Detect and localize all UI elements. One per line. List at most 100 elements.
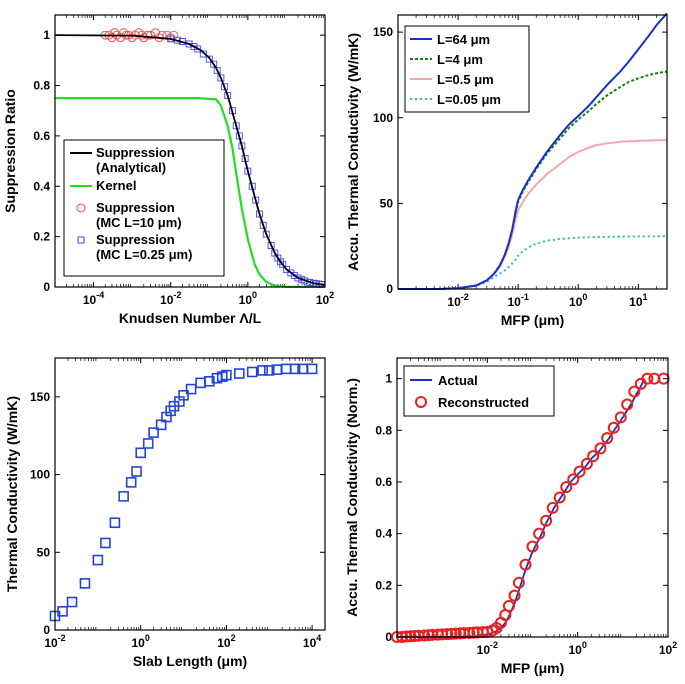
- x-tick-label: 100: [569, 292, 587, 309]
- data-point-circle: [445, 627, 458, 640]
- legend-entry: Suppression: [96, 200, 175, 215]
- x-axis-label: MFP (μm): [501, 312, 565, 328]
- data-point-circle: [116, 33, 125, 43]
- data-point-circle: [512, 576, 525, 589]
- x-tick-label: 10-4: [83, 290, 104, 307]
- data-point-circle: [546, 501, 559, 514]
- series-line-l-64-m: [398, 12, 668, 290]
- data-point-square: [194, 45, 202, 53]
- data-point-square: [279, 260, 287, 268]
- data-point-square: [287, 269, 295, 277]
- series-line-suppression-analytical-: [54, 34, 326, 286]
- data-point-square: [190, 43, 198, 50]
- data-point-square: [267, 241, 275, 249]
- data-point-circle: [657, 372, 670, 385]
- data-point-circle: [441, 628, 454, 641]
- data-point-square: [277, 258, 284, 266]
- y-tick-label: 0.8: [375, 423, 392, 437]
- panel-b: 0 50 100 150 10-2 10-1 100 101 MFP (μm) Accu. The…: [345, 12, 668, 328]
- data-point-square: [262, 230, 270, 238]
- data-point-square: [246, 366, 258, 378]
- data-point-square: [66, 596, 78, 608]
- legend-entry: L=4 μm: [437, 52, 483, 67]
- y-tick-label: 0: [386, 282, 393, 296]
- data-point-circle: [137, 30, 147, 40]
- plot-frame: [396, 357, 669, 638]
- data-point-square: [210, 60, 218, 68]
- data-point-circle: [567, 473, 580, 486]
- data-point-circle: [594, 442, 607, 455]
- data-point-square: [148, 427, 159, 438]
- y-tick-label: 1: [43, 28, 50, 42]
- x-tick-label: 102: [316, 290, 334, 307]
- data-point-circle: [519, 558, 532, 571]
- data-point-circle: [146, 30, 155, 40]
- panel-d: 0 0.2 0.4 0.6 0.8 1 10-2 100 102 MFP (μm) Accu. Th…: [344, 357, 677, 676]
- data-point-circle: [110, 28, 120, 38]
- plot-frame: [54, 357, 326, 631]
- data-point-circle: [621, 398, 634, 411]
- data-point-square: [118, 491, 129, 502]
- legend-box: [403, 365, 555, 417]
- data-point-square: [289, 363, 301, 375]
- y-tick-label: 0: [43, 623, 50, 637]
- y-tick-label: 0.4: [375, 527, 392, 541]
- legend-entry: (MC L=10 μm): [96, 215, 182, 230]
- data-point-circle: [614, 411, 627, 424]
- y-tick-label: 0.2: [33, 230, 50, 244]
- panel-a: 0 0.2 0.4 0.6 0.8 1 10-4 10-2 100 102 Knudsen Numb…: [2, 14, 334, 326]
- plot-background: [55, 358, 325, 630]
- data-point-circle: [628, 385, 641, 398]
- y-axis-label: Suppression Ratio: [2, 89, 18, 213]
- legend-entry: Suppression: [96, 232, 175, 247]
- x-tick-label: 100: [239, 290, 257, 307]
- legend-swatch: [415, 396, 427, 408]
- y-tick-label: 100: [30, 468, 50, 482]
- legend-swatch: [76, 203, 86, 213]
- panel-c: 0 50 100 150 10-2 100 102 104 Slab Length (μm) Th…: [4, 357, 326, 669]
- x-tick-label: 101: [629, 292, 647, 309]
- data-point-square: [109, 517, 121, 529]
- data-point-circle: [540, 514, 553, 527]
- data-point-square: [290, 271, 298, 279]
- x-tick-label: 10-2: [447, 292, 468, 309]
- data-point-square: [204, 376, 215, 387]
- plot-frame: [397, 14, 668, 290]
- data-point-circle: [526, 540, 539, 553]
- y-tick-label: 0.4: [33, 179, 50, 193]
- data-point-circle: [502, 600, 515, 612]
- data-point-circle: [107, 33, 117, 43]
- data-point-square: [92, 554, 104, 566]
- data-point-circle: [533, 527, 546, 540]
- y-tick-label: 0: [385, 630, 392, 644]
- data-point-circle: [143, 30, 152, 40]
- legend-box: [404, 25, 530, 113]
- y-tick-label: 50: [37, 545, 51, 559]
- legend: L=64 μm L=4 μm L=0.5 μm L=0.05 μm: [404, 25, 530, 113]
- data-point-circle: [119, 28, 129, 38]
- data-point-square: [221, 369, 232, 381]
- data-point-square: [185, 383, 197, 395]
- y-tick-label: 0: [43, 280, 50, 294]
- legend-entry: L=0.05 μm: [437, 92, 501, 107]
- data-point-square: [155, 419, 167, 431]
- y-tick-label: 0.2: [375, 578, 392, 592]
- data-point-circle: [508, 589, 521, 602]
- plot-frame: [54, 14, 326, 288]
- legend-entry: L=64 μm: [437, 32, 490, 47]
- data-point-square: [100, 537, 111, 549]
- y-tick-label: 100: [373, 111, 393, 125]
- data-point-circle: [607, 421, 620, 434]
- data-point-circle: [573, 465, 586, 478]
- x-tick-label: 104: [303, 633, 321, 650]
- x-tick-label: 100: [132, 633, 150, 650]
- data-point-square: [213, 66, 221, 74]
- data-point-square: [125, 477, 137, 488]
- x-tick-label: 100: [568, 640, 586, 657]
- x-axis-label: Knudsen Number Λ/L: [119, 310, 262, 326]
- data-point-square: [263, 365, 275, 376]
- legend: Actual Reconstructed: [403, 365, 555, 417]
- y-axis-label: Accu. Thermal Conductivity (Norm.): [344, 378, 360, 617]
- data-point-square: [135, 447, 147, 459]
- data-point-square: [142, 438, 154, 449]
